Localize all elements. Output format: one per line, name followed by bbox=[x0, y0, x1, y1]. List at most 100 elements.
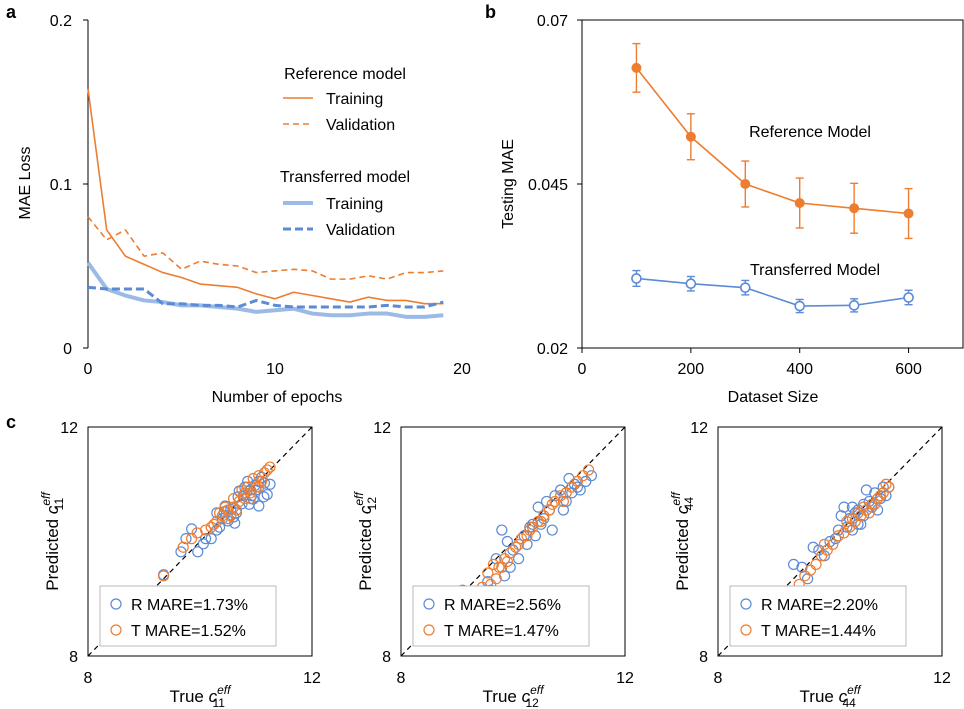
panel-a-loss-chart: 0 10 20 0 0.1 0.2 Number of epochs MAE Loss R… bbox=[17, 13, 471, 406]
panel-c-t-point bbox=[535, 515, 547, 528]
panel-c-legend-t-label: T MARE=1.44% bbox=[761, 623, 876, 640]
panel-c-t-point bbox=[869, 498, 881, 510]
panel-c-x-axis-label: True ceff 11 bbox=[170, 683, 233, 709]
panel-c-r-point bbox=[538, 512, 550, 525]
panel-c-t-point bbox=[222, 512, 234, 525]
panel-c-frame bbox=[87, 426, 313, 657]
panel-c-r-point bbox=[521, 538, 533, 550]
panel-c-r-point bbox=[554, 484, 567, 496]
panel-c-legend-r-marker bbox=[740, 598, 752, 610]
panel-c-y-tick-label: 8 bbox=[382, 649, 391, 666]
panel-b-testing-mae-chart: 0 200 400 600 0.02 0.045 0.07 Dataset Size Tes… bbox=[500, 13, 964, 406]
panel-b-x-tick-label: 0 bbox=[578, 361, 587, 378]
panel-c-r-point bbox=[496, 524, 508, 536]
panel-c-r-point bbox=[532, 501, 544, 513]
panel-c-t-point bbox=[244, 492, 256, 505]
panel-c-r-point bbox=[818, 550, 831, 562]
panel-label-a: a bbox=[6, 2, 17, 22]
panel-b-transferred-point bbox=[794, 300, 806, 312]
panel-c-r-point bbox=[860, 484, 873, 496]
panel-c-t-point bbox=[205, 521, 217, 533]
panel-c-t-point bbox=[526, 521, 539, 533]
panel-c-t-point bbox=[846, 512, 859, 525]
panel-c-t-point bbox=[857, 501, 870, 513]
panel-c-t-point bbox=[490, 573, 502, 585]
panel-c-t-point bbox=[571, 475, 584, 487]
panel-b-y-tick-label: 0.07 bbox=[537, 13, 568, 30]
panel-c-r-point bbox=[507, 544, 519, 556]
panel-c-r-point bbox=[566, 487, 578, 499]
panel-c-r-point bbox=[813, 544, 825, 556]
panel-label-b: b bbox=[485, 2, 496, 22]
panel-c-r-point bbox=[504, 561, 516, 573]
panel-label-c: c bbox=[6, 412, 16, 432]
panel-a-x-tick-label: 10 bbox=[266, 361, 284, 378]
panel-c-x-axis-label: True ceff 44 bbox=[800, 683, 863, 709]
panel-c-t-point bbox=[804, 564, 817, 576]
panel-b-y-tick-label: 0.045 bbox=[528, 177, 568, 194]
panel-c-t-point bbox=[493, 561, 505, 573]
panel-c-t-point bbox=[832, 530, 845, 542]
panel-c-legend-r-label: R MARE=2.20% bbox=[761, 597, 878, 614]
panel-c-r-point bbox=[546, 524, 558, 536]
panel-c-t-point bbox=[883, 481, 895, 493]
panel-b-transferred-point bbox=[631, 273, 642, 284]
panel-b-transferred-point bbox=[848, 300, 860, 311]
panel-a-y-tick-label: 0.1 bbox=[50, 177, 72, 194]
panel-b-reference-series-label: Reference Model bbox=[749, 124, 871, 141]
panel-c-t-point bbox=[841, 515, 853, 528]
panel-c-frame bbox=[717, 426, 943, 657]
panel-c-plot-c12: 8 12 12 8 R MARE=2.56% T MARE=1.47% True ceff 1… bbox=[352, 420, 634, 709]
panel-c-r-point bbox=[838, 501, 850, 513]
panel-a-x-axis-label: Number of epochs bbox=[212, 389, 343, 406]
panel-c-legend-t-marker bbox=[740, 624, 752, 636]
panel-b-x-tick-label: 400 bbox=[786, 361, 813, 378]
panel-c-r-point bbox=[253, 500, 265, 512]
panel-b-transferred-series-label: Transferred Model bbox=[750, 262, 880, 279]
panel-c-t-point bbox=[818, 538, 831, 550]
panel-c-r-point bbox=[857, 498, 870, 510]
panel-c-t-point bbox=[253, 470, 265, 482]
panel-b-reference-point bbox=[740, 179, 751, 189]
panel-c-t-point bbox=[186, 533, 198, 545]
panel-a-x-tick-label: 20 bbox=[453, 361, 471, 378]
panel-b-reference-point bbox=[849, 203, 860, 214]
panel-c-t-point bbox=[799, 570, 811, 582]
panel-c-t-point bbox=[582, 464, 595, 476]
panel-b-transferred-point bbox=[739, 282, 751, 293]
panel-c-r-point bbox=[843, 512, 856, 525]
panel-c-r-point bbox=[197, 538, 209, 550]
panel-c-t-point bbox=[852, 507, 864, 519]
panel-c-t-point bbox=[871, 492, 884, 505]
legend-transferred-validation-label: Validation bbox=[326, 222, 395, 239]
panel-c-legend-box bbox=[99, 585, 277, 647]
panel-b-series bbox=[631, 42, 914, 314]
panel-c-y-axis-label: Predicted ceff12 bbox=[352, 491, 379, 591]
panel-c-t-point bbox=[521, 530, 533, 542]
panel-b-transferred-point bbox=[685, 278, 697, 290]
panel-c-legend-box bbox=[412, 585, 590, 647]
panel-a-reference-validation-line bbox=[87, 216, 444, 280]
panel-c-t-point bbox=[510, 541, 522, 553]
panel-c-t-point bbox=[549, 495, 561, 508]
panel-c-t-point bbox=[515, 533, 528, 545]
panel-c-t-point bbox=[253, 481, 265, 493]
panel-c-r-point bbox=[205, 533, 217, 545]
panel-c-t-point bbox=[228, 492, 240, 505]
legend-transferred-training-label: Training bbox=[326, 196, 383, 213]
panel-c-t-point bbox=[554, 490, 567, 502]
panel-c-t-point bbox=[225, 510, 237, 522]
panel-c-t-point bbox=[177, 541, 189, 553]
panel-c-x-tick-label: 8 bbox=[714, 670, 723, 687]
panel-c-r-point bbox=[557, 504, 570, 516]
panel-c-x-tick-label: 8 bbox=[397, 670, 406, 687]
panel-c-x-tick-label: 12 bbox=[303, 670, 321, 687]
panel-b-x-tick-label: 600 bbox=[895, 361, 922, 378]
panel-b-reference-point bbox=[903, 208, 914, 219]
legend-reference-title: Reference model bbox=[284, 66, 406, 83]
panel-c-t-point bbox=[577, 470, 589, 482]
panel-a-transferred-validation-line bbox=[87, 285, 444, 309]
panel-c-legend-r-marker bbox=[423, 598, 435, 610]
panel-c-y-tick-label: 12 bbox=[60, 420, 78, 437]
